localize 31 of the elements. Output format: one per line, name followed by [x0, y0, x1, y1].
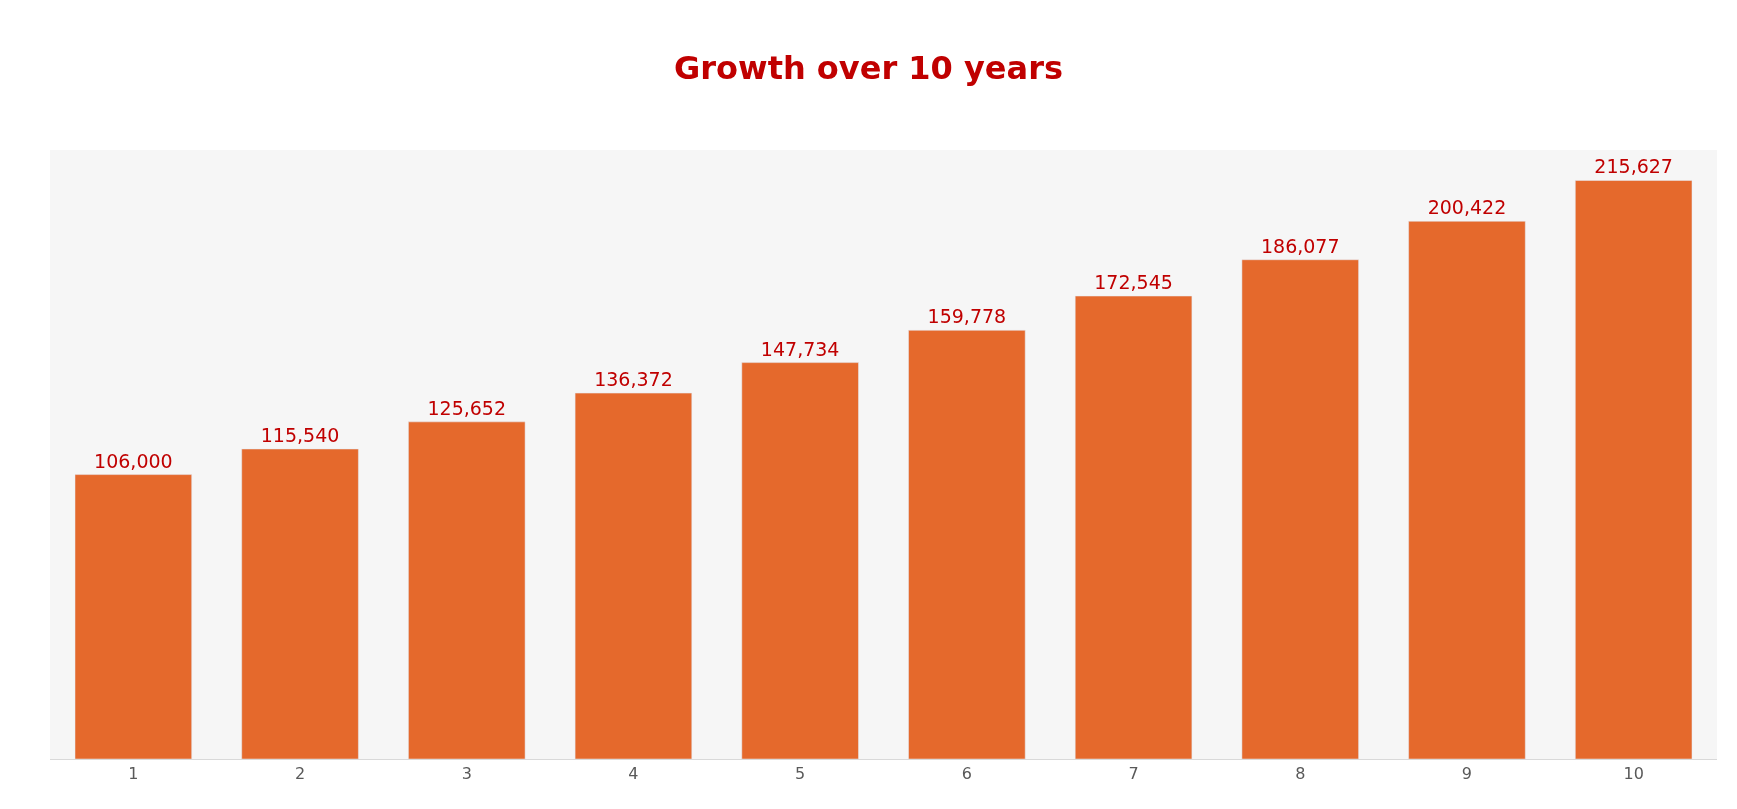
data-label: 136,372: [594, 368, 673, 391]
bar: [74, 474, 192, 759]
data-label: 106,000: [94, 449, 173, 472]
data-label: 125,652: [427, 396, 507, 419]
bar: [741, 362, 859, 759]
bar: [1074, 295, 1193, 759]
x-tick-label: 8: [1295, 764, 1306, 784]
data-label: 200,422: [1427, 196, 1507, 219]
data-label: 115,540: [260, 423, 340, 446]
bar: [1575, 180, 1693, 759]
bar: [1408, 221, 1526, 759]
x-tick-label: 4: [628, 764, 639, 784]
bar: [241, 448, 359, 759]
x-tick-label: 7: [1128, 764, 1139, 784]
bar: [1241, 259, 1359, 759]
x-tick-label: 1: [128, 764, 139, 784]
x-tick-label: 6: [961, 764, 972, 784]
chart-title: Growth over 10 years: [674, 49, 1063, 88]
bar: [408, 421, 526, 759]
data-label: 172,545: [1094, 271, 1173, 294]
data-label: 147,734: [760, 337, 840, 360]
bar: [908, 330, 1026, 759]
x-tick-label: 5: [795, 764, 806, 784]
data-label: 215,627: [1594, 155, 1673, 178]
x-tick-label: 10: [1623, 764, 1644, 784]
x-tick-label: 2: [294, 764, 306, 784]
x-tick-label: 3: [461, 764, 472, 784]
bar: [574, 392, 693, 759]
data-label: 186,077: [1260, 234, 1340, 257]
data-label: 159,778: [927, 305, 1007, 328]
x-tick-label: 9: [1461, 764, 1473, 784]
